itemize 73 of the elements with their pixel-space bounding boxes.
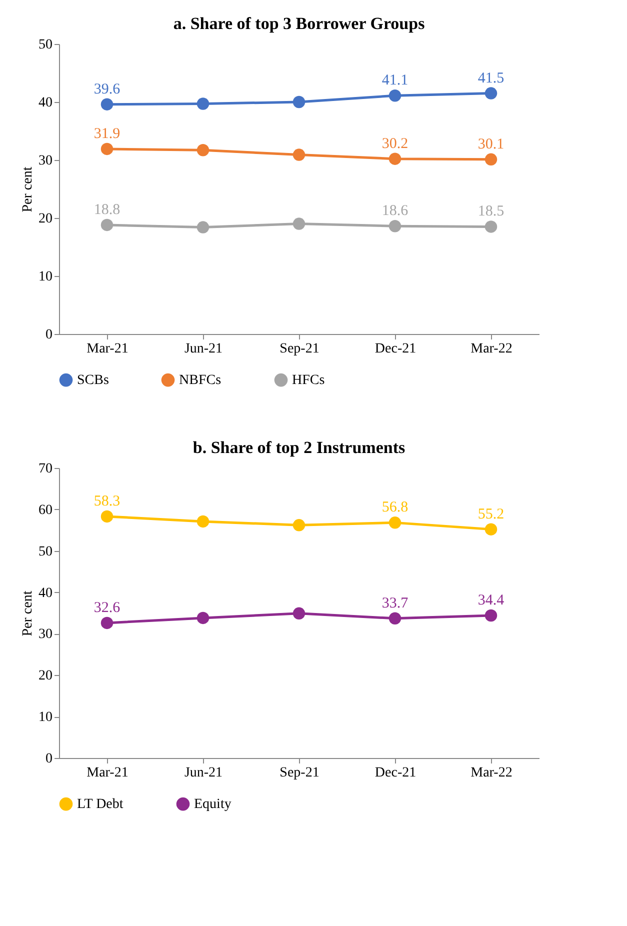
point [100,616,114,630]
data-label: 30.2 [382,136,408,152]
y-tick-label: 0 [46,752,52,766]
point [484,87,498,100]
y-tick-label: 70 [38,462,52,476]
data-label: 39.6 [94,81,121,98]
data-label: 32.6 [94,600,121,616]
y-tick-label: 40 [38,96,52,110]
data-label: 33.7 [382,595,409,612]
point [388,220,402,232]
data-label: 18.6 [382,203,409,220]
point [100,142,114,156]
legend-label: LT Debt [77,797,124,812]
x-tick-label: Jun-21 [184,766,223,780]
y-tick-label: 50 [38,38,52,52]
x-tick-label: Sep-21 [280,766,320,780]
point [196,221,210,234]
y-tick-label: 10 [38,710,52,726]
point [388,152,402,165]
point [196,144,210,156]
point [292,218,306,230]
chart-title: a. Share of top 3 Borrower Groups [173,14,426,33]
y-axis-title: Per cent [20,590,36,636]
y-tick-label: 30 [38,627,52,642]
y-tick-label: 10 [38,270,52,284]
point [100,98,114,110]
x-tick-label: Mar-21 [86,766,128,780]
point [292,607,306,620]
data-label: 58.3 [94,493,120,510]
point [388,516,402,529]
data-label: 55.2 [478,506,504,522]
x-tick-label: Dec-21 [374,766,416,780]
data-label: 30.1 [478,136,504,152]
point [484,153,498,166]
point [484,523,498,536]
data-label: 18.5 [478,204,504,220]
legend-label: HFCs [292,373,325,388]
y-axis-title: Per cent [20,166,36,212]
data-label: 41.1 [382,72,408,89]
y-tick-label: 60 [38,502,52,518]
y-tick-label: 0 [46,328,52,342]
x-tick-label: Mar-22 [470,342,512,356]
point [388,90,402,102]
point [484,220,498,233]
legend-label: NBFCs [179,373,222,388]
data-label: 31.9 [94,126,120,142]
chart-title: b. Share of top 2 Instruments [192,438,406,457]
data-label: 41.5 [478,70,504,86]
point [196,612,210,624]
y-tick-label: 30 [38,154,52,168]
point [100,218,114,232]
data-label: 56.8 [382,500,408,516]
point [292,519,306,532]
data-label: 34.4 [478,592,505,608]
x-tick-label: Mar-22 [470,766,512,780]
point [292,148,306,161]
data-label: 18.8 [94,202,120,218]
x-tick-label: Mar-21 [86,342,128,356]
x-tick-label: Dec-21 [374,342,416,356]
y-tick-label: 20 [38,212,52,226]
point [388,612,402,624]
x-tick-label: Jun-21 [184,342,223,356]
y-tick-label: 20 [38,668,52,684]
y-tick-label: 40 [38,586,52,601]
legend-label: SCBs [77,373,109,388]
point [100,510,114,523]
point [196,98,210,110]
x-tick-label: Sep-21 [280,342,320,356]
point [196,515,210,528]
point [292,96,306,108]
legend-label: Equity [194,797,232,812]
y-tick-label: 50 [38,544,52,560]
point [484,609,498,622]
